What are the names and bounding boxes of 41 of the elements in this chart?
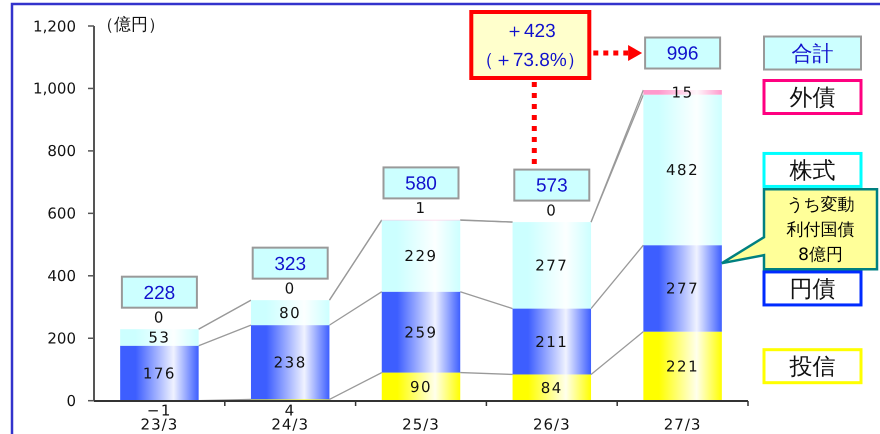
- y-tick-label: 800: [47, 142, 76, 160]
- y-tick-label: 600: [47, 204, 76, 223]
- text: 株式: [788, 158, 836, 184]
- data-label: 0: [546, 201, 558, 220]
- data-label: 53: [148, 328, 170, 347]
- data-label: 176: [142, 364, 176, 382]
- y-tick-label: 1,200: [33, 17, 76, 36]
- data-label: 90: [410, 378, 432, 396]
- text: 合計: [792, 41, 834, 66]
- data-label: 259: [404, 323, 438, 342]
- total-label: 580: [405, 174, 437, 195]
- total-label: 323: [274, 254, 306, 275]
- text: 投信: [788, 354, 836, 380]
- x-tick-label: 25/3: [402, 415, 440, 434]
- text: 円債: [790, 276, 836, 302]
- data-label: 0: [154, 308, 165, 326]
- data-label: 1: [415, 199, 427, 218]
- data-label: 221: [666, 357, 700, 376]
- total-label: 228: [144, 282, 176, 304]
- annotation: ＋423 （＋73.8%）: [474, 21, 586, 72]
- data-label: 211: [535, 332, 568, 351]
- data-label: 482: [666, 161, 700, 180]
- y-tick-label: 0: [66, 392, 76, 410]
- data-label: 0: [284, 279, 296, 298]
- y-tick-label: 1,000: [33, 80, 76, 98]
- data-label: 84: [540, 378, 563, 397]
- data-label: 277: [535, 256, 568, 275]
- total-label: 996: [666, 44, 698, 65]
- data-label: 15: [672, 84, 694, 102]
- data-label: 80: [279, 304, 302, 322]
- y-axis-title: （億円）: [97, 14, 165, 35]
- text: うち変動利付国債8億円: [786, 195, 854, 266]
- data-label: 277: [666, 280, 700, 298]
- total-label: 573: [536, 176, 568, 197]
- x-tick-label: 26/3: [532, 415, 571, 434]
- data-label: 229: [404, 247, 438, 266]
- x-tick-label: 27/3: [664, 415, 702, 434]
- legend-label: 外債: [790, 85, 836, 112]
- data-label: 238: [274, 354, 307, 372]
- y-tick-label: 400: [47, 267, 76, 286]
- y-tick-label: 200: [47, 329, 76, 348]
